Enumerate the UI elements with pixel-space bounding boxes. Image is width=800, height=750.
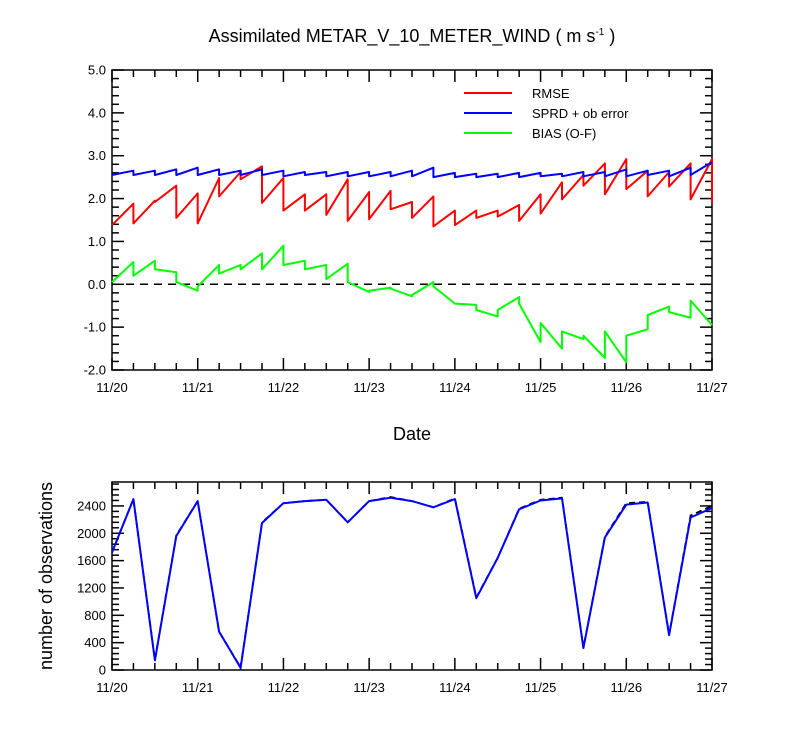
x-tick-label: 11/22 <box>268 680 300 695</box>
x-tick-label: 11/24 <box>439 380 471 395</box>
y-tick-label: 1.0 <box>88 234 106 249</box>
bottom-y-axis-label: number of observations <box>36 482 56 670</box>
legend-entry: BIAS (O-F) <box>532 126 596 141</box>
y-tick-label: 5.0 <box>88 63 106 78</box>
x-tick-label: 11/25 <box>525 380 557 395</box>
y-tick-label: 400 <box>84 635 106 650</box>
x-tick-label: 11/20 <box>96 680 128 695</box>
y-tick-label: 4.0 <box>88 105 106 120</box>
y-tick-label: 1600 <box>77 553 106 568</box>
chart-title-units-close: ) <box>604 26 615 46</box>
bottom-series-lines <box>111 496 713 669</box>
x-tick-label: 11/25 <box>525 680 557 695</box>
y-tick-label: -1.0 <box>84 320 106 335</box>
chart-title-units-sup: -1 <box>595 27 604 38</box>
x-tick-label: 11/27 <box>696 380 728 395</box>
series-line-bias-o-f <box>111 244 713 364</box>
x-tick-label: 11/26 <box>610 380 642 395</box>
bottom-tick-labels: 11/20 11/21 11/22 11/23 11/24 11/25 11/26 11/27… <box>77 498 728 695</box>
y-tick-label: 800 <box>84 608 106 623</box>
bottom-ticks <box>111 482 713 671</box>
legend-entry: RMSE <box>532 86 570 101</box>
series-line-assimilated <box>111 496 713 669</box>
series-line-sprd-ob-error <box>111 161 713 179</box>
x-tick-label: 11/23 <box>353 380 385 395</box>
y-tick-label: 3.0 <box>88 148 106 163</box>
legend: RMSE SPRD + ob error BIAS (O-F) <box>464 86 629 141</box>
y-tick-label: 0 <box>99 663 106 678</box>
x-tick-label: 11/23 <box>353 680 385 695</box>
x-tick-label: 11/20 <box>96 380 128 395</box>
series-line-rmse <box>111 158 713 228</box>
y-tick-label: 0.0 <box>88 277 106 292</box>
x-tick-label: 11/21 <box>182 680 214 695</box>
y-tick-label: -2.0 <box>84 363 106 378</box>
legend-entry: SPRD + ob error <box>532 106 629 121</box>
y-tick-label: 2.0 <box>88 191 106 206</box>
y-tick-label: 2000 <box>77 526 106 541</box>
x-tick-label: 11/24 <box>439 680 471 695</box>
x-tick-label: 11/21 <box>182 380 214 395</box>
chart-title-units: ( m s <box>555 26 595 46</box>
top-x-axis-label: Date <box>393 424 431 444</box>
top-series-lines <box>111 158 713 364</box>
x-tick-label: 11/27 <box>696 680 728 695</box>
y-tick-label: 2400 <box>77 498 106 513</box>
x-tick-label: 11/26 <box>610 680 642 695</box>
chart-title-text: Assimilated METAR_V_10_METER_WIND <box>209 26 551 47</box>
top-ticks <box>111 69 713 371</box>
x-tick-label: 11/22 <box>268 380 300 395</box>
y-tick-label: 1200 <box>77 580 106 595</box>
top-tick-labels: 11/20 11/21 11/22 11/23 11/24 11/25 11/26 11/27… <box>84 63 728 396</box>
chart-title: Assimilated METAR_V_10_METER_WIND ( m s-… <box>209 26 616 47</box>
